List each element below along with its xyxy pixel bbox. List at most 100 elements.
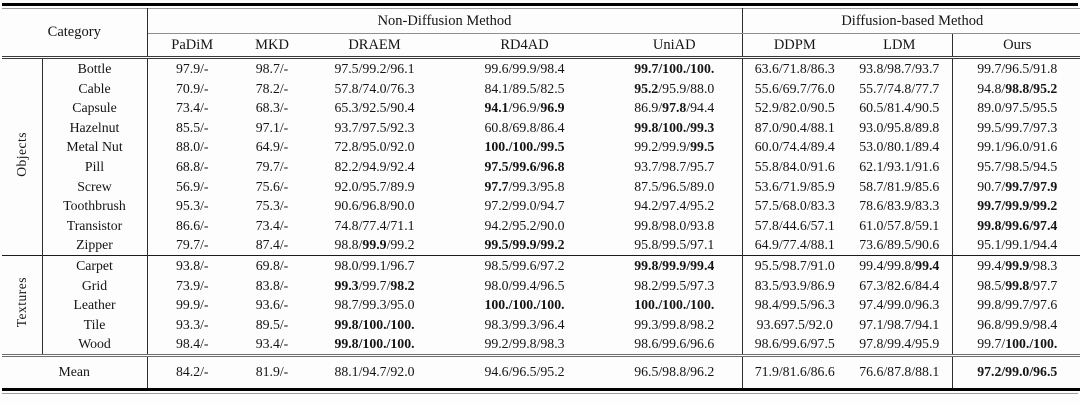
- mean-value-cell: 81.9/-: [237, 353, 307, 390]
- section-label-objects: Objects: [2, 57, 43, 256]
- value-cell: 98.7/-: [255, 61, 289, 76]
- group-header-row: Category Non-Diffusion Method Diffusion-…: [2, 8, 1080, 59]
- value-cell: 60.0/74.4/89.4: [754, 139, 835, 155]
- table-header: Category Non-Diffusion Method Diffusion-…: [2, 8, 1080, 59]
- value-cell: 90.7/99.7/97.9: [977, 178, 1058, 194]
- method-header-ours: Ours: [952, 33, 1080, 59]
- value-cell: 97.5/99.6/96.8: [484, 158, 565, 174]
- value-cell: 99.1/96.0/91.6: [977, 139, 1058, 155]
- table-row: Toothbrush 95.3/- 75.3/- 90.6/96.8/90.0 97.2…: [2, 196, 1080, 216]
- section-label-text: Objects: [13, 131, 29, 177]
- mean-row: Mean 84.2/- 81.9/- 88.1/94.7/92.0 94.6/96.5…: [2, 353, 1080, 390]
- mean-value-cell: 88.1/94.7/92.0: [307, 353, 442, 390]
- results-table-wrap: Category Non-Diffusion Method Diffusion-…: [2, 3, 1080, 394]
- table-row: Pill 68.8/- 79.7/- 82.2/94.9/92.4 97.5/99.6/…: [2, 156, 1080, 177]
- value-cell: 99.7/99.9/99.2: [977, 198, 1058, 214]
- mean-value-cell: 84.2/-: [147, 353, 237, 390]
- category-cell: Carpet: [42, 254, 148, 276]
- value-cell: 99.3/99.7/98.2: [334, 277, 415, 293]
- category-cell: Grid: [42, 275, 148, 296]
- value-cell: 85.5/-: [175, 119, 209, 135]
- value-cell: 98.2/99.5/97.3: [607, 275, 743, 296]
- value-cell: 100./100./99.5: [484, 139, 565, 155]
- value-cell: 94.2/95.2/90.0: [484, 217, 565, 233]
- value-cell: 97.1/-: [255, 119, 289, 135]
- value-cell: 97.1/98.7/94.1: [847, 314, 953, 335]
- table-row: Textures Carpet 93.8/- 69.8/- 98.0/99.1/96.7…: [2, 254, 1080, 356]
- mean-value-cell: 97.2/99.0/96.5: [952, 353, 1080, 390]
- value-cell: 100./100./100.: [607, 295, 743, 315]
- group-header-non-diffusion: Non-Diffusion Method: [147, 8, 743, 34]
- value-cell: 97.8/99.4/95.9: [847, 334, 953, 356]
- value-cell: 60.5/81.4/90.5: [847, 98, 953, 118]
- value-cell: 99.8/100./100.: [334, 316, 415, 332]
- value-cell: 98.4/-: [175, 336, 209, 352]
- value-cell: 99.8/99.9/99.4: [607, 254, 743, 276]
- value-cell: 82.2/94.9/92.4: [334, 158, 415, 174]
- section-label-textures: Textures: [2, 254, 43, 356]
- value-cell: 83.8/-: [255, 277, 289, 293]
- value-cell: 89.0/97.5/95.5: [977, 100, 1058, 116]
- table-row: Metal Nut 88.0/- 64.9/- 72.8/95.0/92.0 100./…: [2, 137, 1080, 157]
- value-cell: 98.6/99.6/97.5: [754, 336, 835, 352]
- table-row: Objects Bottle 97.9/- 98.7/- 97.5/99.2/96.1 9…: [2, 57, 1080, 256]
- method-header-uniad: UniAD: [607, 33, 743, 59]
- method-header-mkd: MKD: [237, 33, 307, 59]
- value-cell: 99.6/99.9/98.4: [484, 61, 565, 76]
- value-cell: 93.8/-: [147, 254, 237, 276]
- value-cell: 98.4/99.5/96.3: [754, 297, 835, 313]
- value-cell: 93.7/97.5/92.3: [334, 119, 415, 135]
- category-cell: Toothbrush: [42, 196, 148, 216]
- value-cell: 67.3/82.6/84.4: [847, 275, 953, 296]
- value-cell: 57.8/74.0/76.3: [334, 80, 415, 96]
- value-cell: 98.6/99.6/96.6: [607, 334, 743, 356]
- value-cell: 74.8/77.4/71.1: [334, 217, 415, 233]
- value-cell: 73.9/-: [175, 277, 209, 293]
- value-cell: 99.7/100./100.: [607, 57, 743, 79]
- mean-value-cell: 94.6/96.5/95.2: [442, 353, 607, 390]
- value-cell: 87.5/96.5/89.0: [607, 176, 743, 197]
- category-cell: Cable: [42, 78, 148, 99]
- value-cell: 96.8/99.9/98.4: [977, 316, 1058, 332]
- table-row: Transistor 86.6/- 73.4/- 74.8/77.4/71.1 94.2…: [2, 215, 1080, 236]
- table-row: Wood 98.4/- 93.4/- 99.8/100./100. 99.2/99.8/…: [2, 334, 1080, 356]
- value-cell: 53.6/71.9/85.9: [754, 178, 835, 194]
- category-header: Category: [2, 8, 148, 59]
- table-body: Objects Bottle 97.9/- 98.7/- 97.5/99.2/96.1 9…: [2, 57, 1080, 356]
- value-cell: 98.5/99.8/97.7: [977, 277, 1058, 293]
- category-cell: Leather: [42, 295, 148, 315]
- value-cell: 99.7/96.5/91.8: [977, 61, 1058, 76]
- category-cell: Transistor: [42, 215, 148, 236]
- category-cell: Tile: [42, 314, 148, 335]
- value-cell: 79.7/-: [175, 237, 209, 253]
- value-cell: 56.9/-: [175, 178, 209, 194]
- value-cell: 99.8/100./99.3: [607, 117, 743, 138]
- value-cell: 89.5/-: [255, 316, 289, 332]
- value-cell: 63.6/71.8/86.3: [754, 61, 835, 76]
- value-cell: 62.1/93.1/91.6: [847, 156, 953, 177]
- value-cell: 93.697.5/92.0: [756, 316, 833, 332]
- mean-value-cell: 76.6/87.8/88.1: [847, 353, 953, 390]
- value-cell: 97.9/-: [175, 61, 209, 76]
- value-cell: 92.0/95.7/89.9: [334, 178, 415, 194]
- category-cell: Metal Nut: [42, 137, 148, 157]
- value-cell: 94.2/97.4/95.2: [607, 196, 743, 216]
- value-cell: 68.3/-: [255, 100, 289, 116]
- value-cell: 75.3/-: [255, 198, 289, 214]
- value-cell: 98.0/99.1/96.7: [307, 254, 442, 276]
- table-row: Cable 70.9/- 78.2/- 57.8/74.0/76.3 84.1/89.5…: [2, 78, 1080, 99]
- table-row: Screw 56.9/- 75.6/- 92.0/95.7/89.9 97.7/99.3…: [2, 176, 1080, 197]
- table-row: Grid 73.9/- 83.8/- 99.3/99.7/98.2 98.0/99.4/…: [2, 275, 1080, 296]
- value-cell: 99.3/99.8/98.2: [607, 314, 743, 335]
- value-cell: 83.5/93.9/86.9: [754, 277, 835, 293]
- category-cell: Bottle: [42, 57, 148, 79]
- mean-label: Mean: [2, 353, 148, 390]
- category-cell: Pill: [42, 156, 148, 177]
- value-cell: 98.3/99.3/96.4: [484, 316, 565, 332]
- value-cell: 53.0/80.1/89.4: [847, 137, 953, 157]
- value-cell: 68.8/-: [175, 158, 209, 174]
- value-cell: 99.7/100./100.: [977, 336, 1058, 352]
- value-cell: 52.9/82.0/90.5: [754, 100, 835, 116]
- value-cell: 88.0/-: [175, 139, 209, 155]
